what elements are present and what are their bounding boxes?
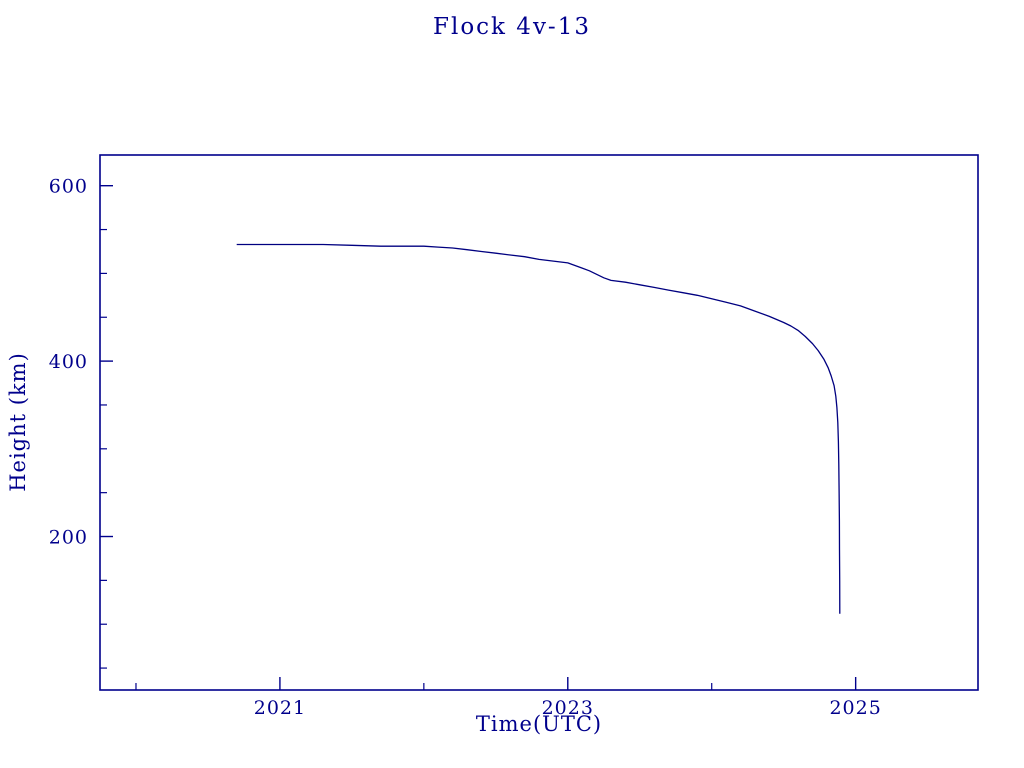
x-tick-label: 2023	[542, 697, 594, 719]
y-tick-label: 400	[49, 351, 88, 373]
y-tick-label: 600	[49, 176, 88, 198]
axis-frame	[99, 154, 979, 691]
x-axis-label: Time(UTC)	[475, 712, 603, 736]
chart-title: Flock 4v-13	[433, 14, 591, 40]
y-tick-label: 200	[49, 527, 88, 549]
x-tick-label: 2021	[254, 697, 306, 719]
x-tick-label: 2025	[829, 697, 881, 719]
decay-curve	[236, 243, 841, 614]
